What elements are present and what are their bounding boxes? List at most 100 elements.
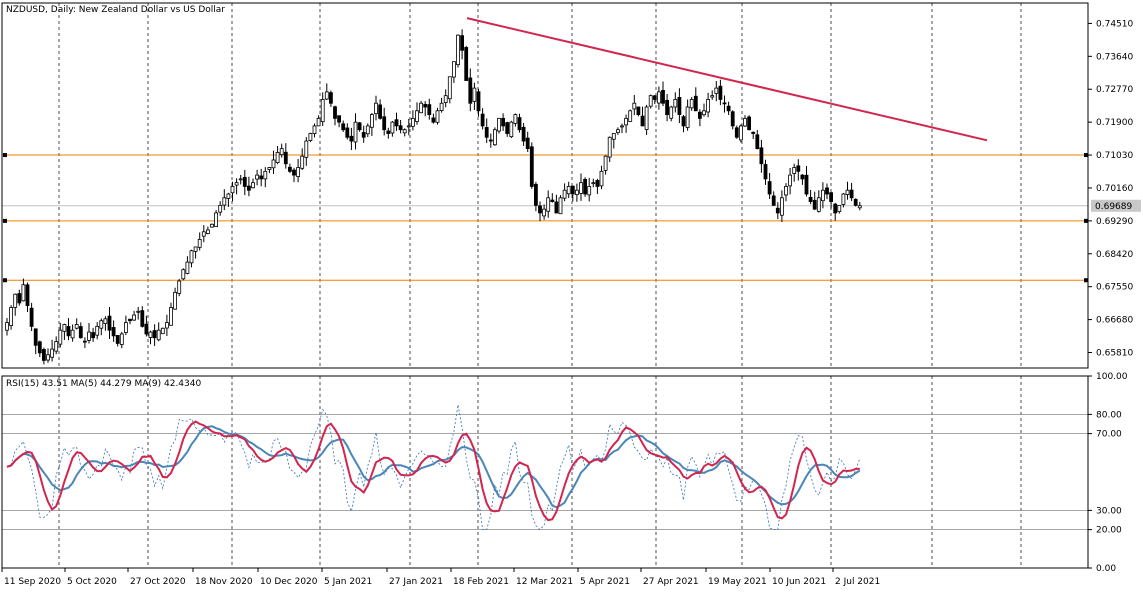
candle-body xyxy=(242,176,247,187)
candle-body xyxy=(160,327,165,335)
level-anchor xyxy=(1084,218,1088,223)
candle-body xyxy=(181,269,186,280)
candle-body xyxy=(521,126,526,142)
candle-body xyxy=(193,246,198,252)
candle-body xyxy=(275,152,280,163)
x-tick-label: 10 Jun 2021 xyxy=(772,577,826,587)
price-axis: 0.74510 0.73640 0.72770 0.71900 0.71030 0.701… xyxy=(1088,19,1141,358)
candle-body xyxy=(607,136,612,158)
rsi-label: RSI(15) 43.51 MA(5) 44.279 MA(9) 42.4340 xyxy=(6,379,201,389)
candle-body xyxy=(349,135,354,142)
level-anchor xyxy=(1084,278,1088,283)
candle-body xyxy=(706,99,710,113)
candle-body xyxy=(460,35,465,51)
x-tick-label: 11 Sep 2020 xyxy=(4,577,61,587)
candle-body xyxy=(58,329,63,345)
candle-body xyxy=(849,189,854,199)
candle-body xyxy=(837,204,842,213)
candle-body xyxy=(451,61,456,78)
candle-body xyxy=(316,117,321,127)
x-tick-label: 2 Jul 2021 xyxy=(835,577,880,587)
candle-body xyxy=(681,116,686,127)
rsi-tick-label: 20.00 xyxy=(1096,526,1122,536)
candle-body xyxy=(443,95,448,103)
candle-body xyxy=(415,110,419,122)
candle-body xyxy=(320,99,325,123)
y-tick-label: 0.69290 xyxy=(1096,217,1133,227)
candle-body xyxy=(292,169,296,176)
candle-body xyxy=(698,111,702,119)
y-tick-label: 0.67550 xyxy=(1096,283,1133,293)
trendline xyxy=(466,17,988,142)
candle-body xyxy=(759,147,764,165)
candle-body xyxy=(583,179,587,195)
candle-body xyxy=(775,207,780,214)
candle-body xyxy=(730,111,735,127)
candle-body xyxy=(218,204,223,213)
candle-body xyxy=(324,91,329,100)
candle-body xyxy=(259,175,264,180)
y-tick-label: 0.71030 xyxy=(1096,151,1133,161)
candle-body xyxy=(119,333,124,345)
level-anchor xyxy=(3,278,7,283)
candle-body xyxy=(124,322,128,333)
y-tick-label: 0.70160 xyxy=(1096,184,1133,194)
candle-body xyxy=(230,186,235,194)
candle-body xyxy=(271,159,276,169)
rsi-tick-label: 70.00 xyxy=(1096,430,1122,440)
candle-body xyxy=(652,95,657,100)
resistance-trendline xyxy=(466,17,988,142)
candle-body xyxy=(50,348,54,358)
candle-body xyxy=(423,103,428,108)
candle-body xyxy=(226,193,231,199)
candle-body xyxy=(628,110,633,122)
candle-body xyxy=(132,314,137,321)
candle-body xyxy=(251,182,255,189)
candle-body xyxy=(570,185,575,195)
x-tick-label: 5 Apr 2021 xyxy=(580,577,630,587)
candle-body xyxy=(287,166,292,172)
candle-body xyxy=(54,341,59,352)
candle-body xyxy=(841,193,846,205)
candle-body xyxy=(534,183,538,206)
candle-body xyxy=(648,95,653,107)
candle-body xyxy=(726,105,731,112)
candle-body xyxy=(808,196,813,202)
candle-body xyxy=(427,104,432,115)
candle-body xyxy=(345,127,350,138)
candle-body xyxy=(497,117,501,132)
rsi-tick-label: 100.00 xyxy=(1096,372,1128,382)
candle-body xyxy=(246,185,251,191)
candle-body xyxy=(616,129,620,133)
chart-title: NZDUSD, Daily: New Zealand Dollar vs US … xyxy=(6,5,225,15)
candle-body xyxy=(488,139,493,142)
candle-body xyxy=(205,229,210,234)
candle-body xyxy=(177,280,182,294)
candle-body xyxy=(509,121,514,138)
candle-body xyxy=(538,205,542,214)
candle-body xyxy=(378,104,383,119)
candle-body xyxy=(263,170,268,180)
candle-body xyxy=(632,102,637,110)
candle-body xyxy=(546,197,551,212)
candles xyxy=(5,29,862,365)
candle-body xyxy=(804,174,809,195)
candle-body xyxy=(95,325,100,336)
candle-body xyxy=(406,125,411,128)
candle-body xyxy=(353,121,358,143)
candle-body xyxy=(365,125,370,135)
candle-body xyxy=(9,307,14,326)
candle-body xyxy=(821,189,825,202)
candle-body xyxy=(419,102,424,114)
candle-body xyxy=(657,91,661,104)
candle-body xyxy=(300,155,305,169)
current-price-label: 0.69689 xyxy=(1095,202,1132,212)
candle-body xyxy=(144,323,149,335)
candle-body xyxy=(87,331,91,341)
candle-body xyxy=(611,133,616,140)
candle-body xyxy=(575,189,579,195)
candle-body xyxy=(734,127,739,138)
candle-body xyxy=(472,87,477,102)
candle-body xyxy=(197,238,202,248)
